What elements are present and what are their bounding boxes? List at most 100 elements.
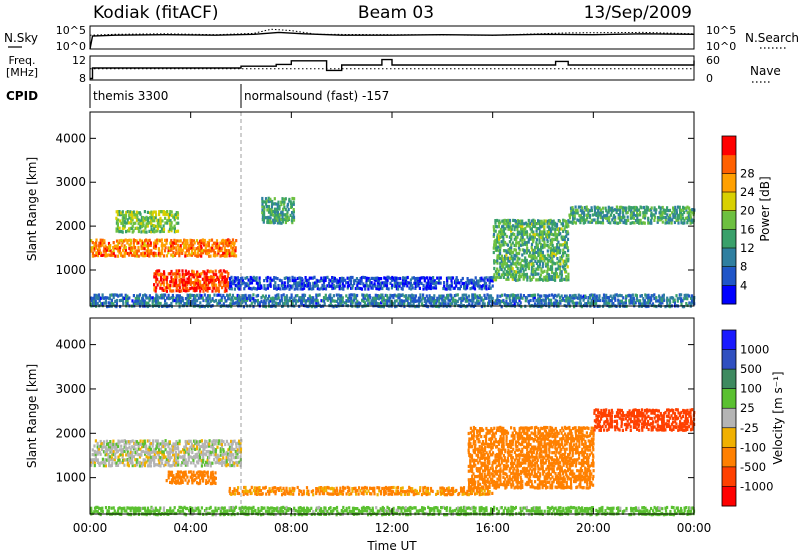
power-cell <box>329 279 332 283</box>
power-cell <box>115 210 118 214</box>
velocity-cell <box>689 509 692 513</box>
power-cell <box>225 277 228 281</box>
power-cell <box>509 252 512 256</box>
power-cell <box>577 219 581 223</box>
velocity-cell <box>132 445 136 449</box>
power-cell <box>341 296 344 300</box>
power-cell <box>540 298 543 303</box>
power-cell <box>558 227 562 231</box>
power-cell <box>534 270 537 274</box>
power-cell <box>145 296 148 300</box>
power-cell <box>169 218 172 223</box>
power-cell <box>461 276 464 281</box>
power-cell <box>117 226 120 230</box>
power-cell <box>312 281 315 285</box>
power-cell <box>604 302 607 306</box>
power-cell <box>568 294 572 298</box>
velocity-cell <box>504 506 507 510</box>
power-cell <box>588 215 591 220</box>
power-cell <box>194 296 197 300</box>
velocity-cell <box>123 506 126 510</box>
power-cell <box>566 237 570 241</box>
power-cell <box>175 278 178 282</box>
velocity-cell <box>273 509 276 513</box>
power-cell <box>615 210 618 215</box>
power-cell <box>290 293 293 297</box>
power-cell <box>187 288 190 292</box>
velocity-cell <box>436 506 439 510</box>
power-cell <box>501 243 504 247</box>
power-cell <box>614 215 617 219</box>
power-cell <box>267 210 271 214</box>
power-cell <box>576 301 579 305</box>
velocity-cell <box>619 506 622 510</box>
power-cell <box>461 293 464 297</box>
power-cell <box>530 265 534 269</box>
power-cell <box>622 213 625 217</box>
power-cell <box>406 281 409 285</box>
power-cell <box>474 281 477 285</box>
power-cell <box>203 241 206 245</box>
power-cell <box>590 218 593 222</box>
power-cell <box>99 244 102 248</box>
power-cell <box>267 215 270 219</box>
velocity-cell <box>121 461 124 465</box>
power-cell <box>462 281 466 286</box>
power-cell <box>621 210 625 214</box>
power-cell <box>142 254 145 258</box>
velocity-cell <box>543 509 546 513</box>
power-cell <box>546 235 549 239</box>
power-cell <box>535 298 538 302</box>
power-cell <box>562 259 565 263</box>
power-cell <box>480 276 483 280</box>
power-cell <box>514 248 517 252</box>
power-cell <box>205 296 208 300</box>
power-cell <box>128 296 131 300</box>
power-cell <box>632 213 636 217</box>
power-cell <box>262 301 265 305</box>
power-cell <box>94 299 97 303</box>
power-cell <box>554 235 557 239</box>
power-cell <box>122 302 125 306</box>
power-cell <box>211 276 214 280</box>
power-cell <box>536 246 539 250</box>
power-cell <box>449 287 452 291</box>
power-cell <box>94 302 97 306</box>
noise-tick-left-top: 10^5 <box>56 24 86 37</box>
power-cell <box>423 299 426 303</box>
power-cell <box>175 251 178 256</box>
power-cell <box>500 229 503 233</box>
power-cell <box>187 247 190 251</box>
power-cell <box>617 301 620 305</box>
power-cell <box>201 238 204 242</box>
power-cell <box>675 218 678 222</box>
power-cell <box>208 238 211 243</box>
power-cell <box>140 239 144 243</box>
power-cell <box>511 232 515 236</box>
nave-tick-bottom: 0 <box>706 72 713 85</box>
power-cell <box>367 276 370 281</box>
power-cell <box>639 211 642 215</box>
power-cell <box>203 278 206 282</box>
velocity-cell <box>553 507 556 511</box>
power-cell <box>683 210 686 215</box>
power-cell <box>186 286 189 290</box>
velocity-cell <box>536 508 539 512</box>
velocity-cell <box>130 456 134 460</box>
power-cell <box>689 301 692 305</box>
power-cell <box>131 246 134 250</box>
power-cell <box>290 296 293 300</box>
power-cell <box>476 299 479 303</box>
power-cell <box>91 246 94 250</box>
power-cell <box>678 293 681 297</box>
power-cell <box>405 297 408 301</box>
velocity-cell <box>112 449 115 454</box>
power-cell <box>430 301 433 305</box>
power-cell <box>436 296 439 300</box>
power-cell <box>503 267 506 271</box>
power-cell <box>320 276 323 280</box>
power-cell <box>120 229 123 234</box>
power-cell <box>97 293 101 297</box>
power-cell <box>619 220 622 224</box>
power-cell <box>650 211 653 215</box>
